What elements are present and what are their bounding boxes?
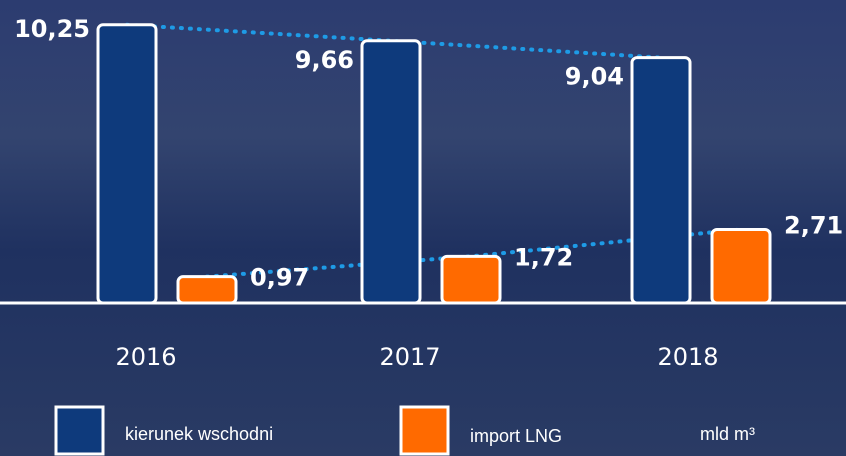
value-label: 9,04 [565,63,624,91]
x-tick-label: 2016 [115,343,176,371]
x-tick-label: 2017 [379,343,440,371]
bar [440,254,502,305]
value-label: 0,97 [250,264,309,292]
legend-swatch [54,405,105,456]
legend-label: import LNG [470,426,562,446]
bar [710,227,772,305]
bar [630,56,692,305]
bar [360,39,422,305]
value-label: 10,25 [14,15,90,43]
value-label: 9,66 [295,46,354,74]
value-label: 2,71 [784,211,843,239]
trend-line [205,227,743,279]
legend-label: kierunek wschodni [125,424,273,444]
bar [176,275,238,305]
bar [96,23,158,305]
trend-line [125,22,663,60]
value-label: 1,72 [514,243,573,271]
legend-swatch [399,405,450,456]
x-tick-label: 2018 [657,343,718,371]
unit-label: mld m³ [700,424,755,444]
